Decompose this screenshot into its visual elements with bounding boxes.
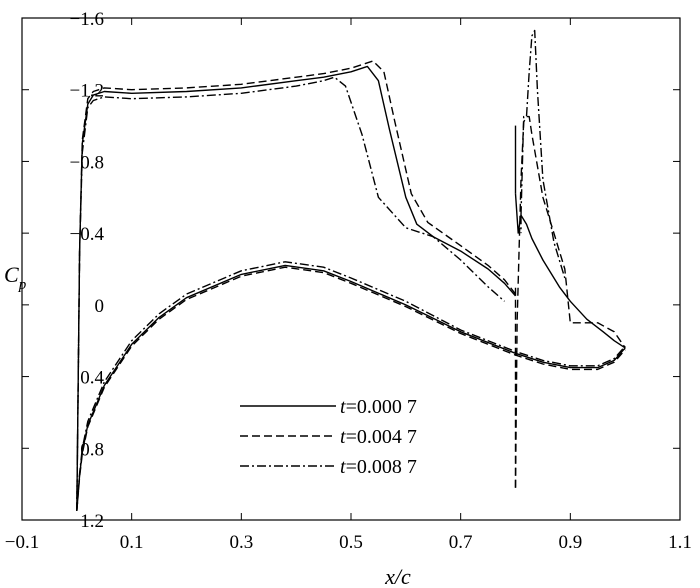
- series-layer: [76, 29, 626, 512]
- series-2-aft-line: [514, 115, 626, 488]
- x-tick-label: 0.7: [449, 532, 473, 553]
- series-2: [76, 60, 626, 512]
- series-1-aft-line: [514, 193, 626, 349]
- series-3: [76, 29, 626, 512]
- series-3-aft-line: [520, 29, 566, 279]
- x-tick-label: 0.1: [120, 532, 144, 553]
- legend-label-1: t=0.000 7: [340, 396, 417, 418]
- x-tick-label: 0.3: [229, 532, 253, 553]
- x-axis-title: x/c: [384, 564, 411, 588]
- legend-label-3: t=0.008 7: [340, 456, 417, 478]
- series-1-lower-line: [76, 264, 626, 512]
- y-tick-label: 1.2: [80, 511, 104, 532]
- series-3-lower-line: [76, 261, 626, 512]
- x-tick-label: 0.5: [339, 532, 363, 553]
- series-3-upper-line: [76, 76, 505, 512]
- legend-label-2: t=0.004 7: [340, 426, 417, 448]
- x-tick-label: 1.1: [668, 532, 692, 553]
- y-tick-label: −0.4: [70, 224, 105, 245]
- y-tick-label: −1.2: [70, 81, 104, 102]
- legend: t=0.000 7 t=0.004 7 t=0.008 7: [240, 396, 417, 478]
- y-axis-title: Cp: [4, 262, 27, 293]
- y-tick-label: −1.6: [70, 9, 104, 30]
- y-tick-label: 0: [95, 296, 105, 317]
- axis-ticks: −0.1 0.1 0.3 0.5 0.7 0.9 1.1 −1.6 −1.2 −0.8 −0.4 0 0…: [5, 9, 692, 553]
- series-2-upper-line: [76, 60, 517, 512]
- series-2-lower-line: [76, 266, 626, 512]
- y-tick-label: 0.8: [80, 439, 104, 460]
- x-tick-label: −0.1: [5, 532, 39, 553]
- y-tick-label: −0.8: [70, 152, 104, 173]
- x-tick-label: 0.9: [558, 532, 582, 553]
- series-1-upper-line: [76, 65, 517, 512]
- y-tick-label: 0.4: [80, 368, 104, 389]
